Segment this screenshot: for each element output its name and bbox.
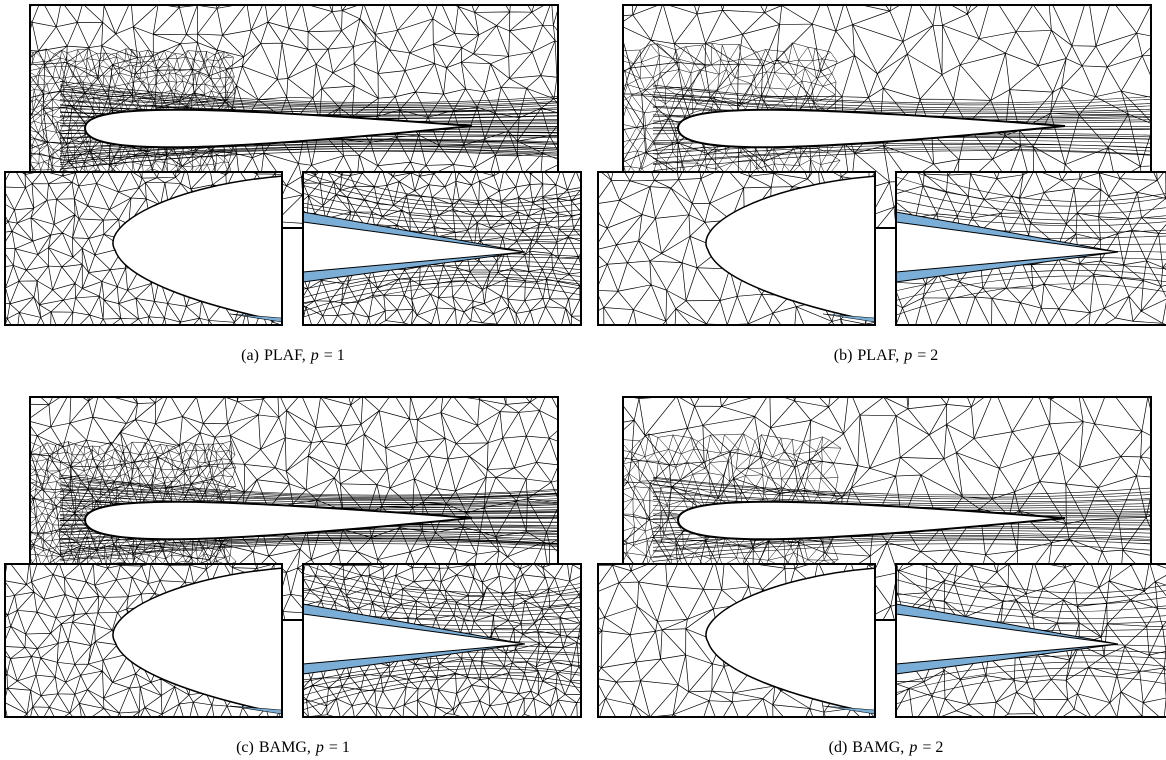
caption-variable: p xyxy=(315,739,324,756)
trailing-edge-inset xyxy=(284,544,593,723)
caption: (d)BAMG,p = 2 xyxy=(829,739,944,756)
caption-equals: = 1 xyxy=(324,347,345,364)
caption-equals: = 1 xyxy=(329,739,350,756)
caption: (b)PLAF,p = 2 xyxy=(834,347,939,364)
caption: (a) PLAF,p = 1 xyxy=(241,347,345,364)
panel-frame: (c) BAMG,p = 1 xyxy=(0,366,593,756)
caption-method: BAMG, xyxy=(852,739,904,756)
caption-label: (b) xyxy=(834,347,853,364)
figure: (a)PLAF,p= 1(b)PLAF,p= 2(c)BAMG,p= 1(d)B… xyxy=(0,0,1166,760)
trailing-edge-inset xyxy=(287,154,596,332)
caption-method: PLAF, xyxy=(857,347,899,364)
leading-edge-inset xyxy=(0,544,306,731)
caption: (c) BAMG,p = 1 xyxy=(236,739,350,756)
caption-label: (d) xyxy=(829,739,848,756)
leading-edge-inset xyxy=(566,142,904,348)
leading-edge-inset xyxy=(0,150,306,338)
caption-equals: = 2 xyxy=(917,347,938,364)
caption-variable: p xyxy=(310,347,319,364)
caption-label: (a) xyxy=(241,347,259,364)
caption-variable: p xyxy=(903,347,912,364)
panel-frame: (d)BAMG,p = 2 xyxy=(567,355,1166,756)
caption-method: PLAF, xyxy=(264,347,306,364)
caption-method: BAMG, xyxy=(259,739,311,756)
caption-equals: = 2 xyxy=(922,739,943,756)
panel: (a) PLAF,p = 1 xyxy=(0,0,596,364)
caption-label: (c) xyxy=(236,739,254,756)
panel: (d)BAMG,p = 2 xyxy=(567,355,1166,756)
panel: (b)PLAF,p = 2 xyxy=(566,0,1166,364)
panel-frame: (b)PLAF,p = 2 xyxy=(566,0,1166,364)
panel: (c) BAMG,p = 1 xyxy=(0,366,593,756)
caption-variable: p xyxy=(908,739,917,756)
panel-frame: (a) PLAF,p = 1 xyxy=(0,0,596,364)
